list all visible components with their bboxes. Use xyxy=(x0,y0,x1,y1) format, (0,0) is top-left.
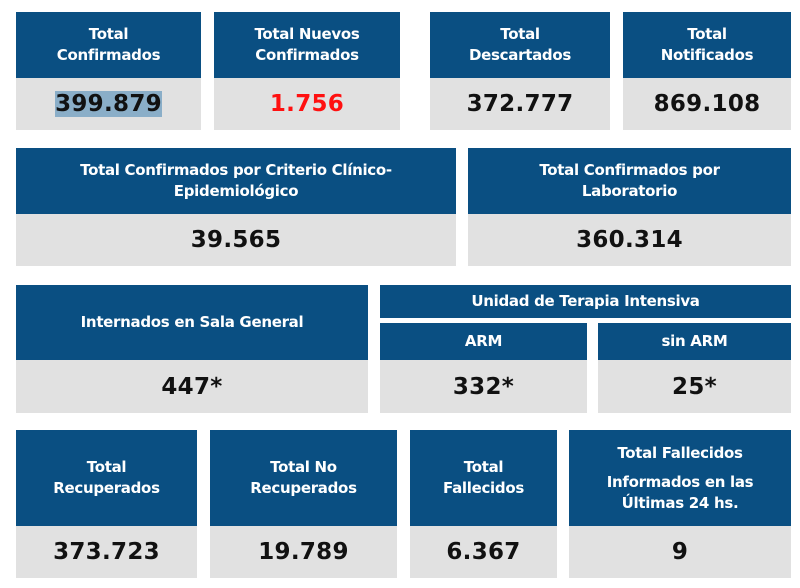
sala-general-header: Internados en Sala General xyxy=(16,285,368,360)
fallecidos-value: 6.367 xyxy=(410,526,557,578)
confirmados-criterio-clinico-header: Total Confirmados por Criterio Clínico-E… xyxy=(16,148,456,214)
fallecidos-24hs-value: 9 xyxy=(569,526,791,578)
sala-general-value: 447* xyxy=(16,360,368,413)
label: Total Confirmados por Criterio Clínico-E… xyxy=(80,161,392,200)
sin-arm-header: sin ARM xyxy=(598,323,791,360)
label: Total Notificados xyxy=(660,25,754,64)
label: Total Fallecidos xyxy=(617,443,743,462)
confirmados-criterio-clinico-value: 39.565 xyxy=(16,214,456,266)
recuperados-value: 373.723 xyxy=(16,526,197,578)
uti-header: Unidad de Terapia Intensiva xyxy=(380,285,791,318)
sin-arm-value: 25* xyxy=(598,360,791,413)
total-nuevos-confirmados-header: Total Nuevos Confirmados xyxy=(214,12,400,78)
total-notificados-value: 869.108 xyxy=(623,78,791,130)
arm-value: 332* xyxy=(380,360,587,413)
label: Total Descartados xyxy=(469,25,571,64)
arm-header: ARM xyxy=(380,323,587,360)
fallecidos-header: Total Fallecidos xyxy=(410,430,557,526)
label: Total No Recuperados xyxy=(250,458,357,497)
no-recuperados-value: 19.789 xyxy=(210,526,397,578)
total-confirmados-header: Total Confirmados xyxy=(16,12,201,78)
value-text: 399.879 xyxy=(55,91,162,117)
label: Total Recuperados xyxy=(53,458,160,497)
sublabel: Informados en las Últimas 24 hs. xyxy=(606,472,754,512)
fallecidos-24hs-header: Total Fallecidos Informados en las Últim… xyxy=(569,430,791,526)
no-recuperados-header: Total No Recuperados xyxy=(210,430,397,526)
total-notificados-header: Total Notificados xyxy=(623,12,791,78)
recuperados-header: Total Recuperados xyxy=(16,430,197,526)
label: Total Confirmados xyxy=(56,25,161,64)
total-confirmados-value: 399.879 xyxy=(16,78,201,130)
label: Total Confirmados por Laboratorio xyxy=(539,161,720,200)
confirmados-laboratorio-value: 360.314 xyxy=(468,214,791,266)
label: Total Fallecidos xyxy=(443,458,524,497)
total-nuevos-confirmados-value: 1.756 xyxy=(214,78,400,130)
total-descartados-header: Total Descartados xyxy=(430,12,610,78)
label: Total Nuevos Confirmados xyxy=(254,25,360,64)
total-descartados-value: 372.777 xyxy=(430,78,610,130)
confirmados-laboratorio-header: Total Confirmados por Laboratorio xyxy=(468,148,791,214)
